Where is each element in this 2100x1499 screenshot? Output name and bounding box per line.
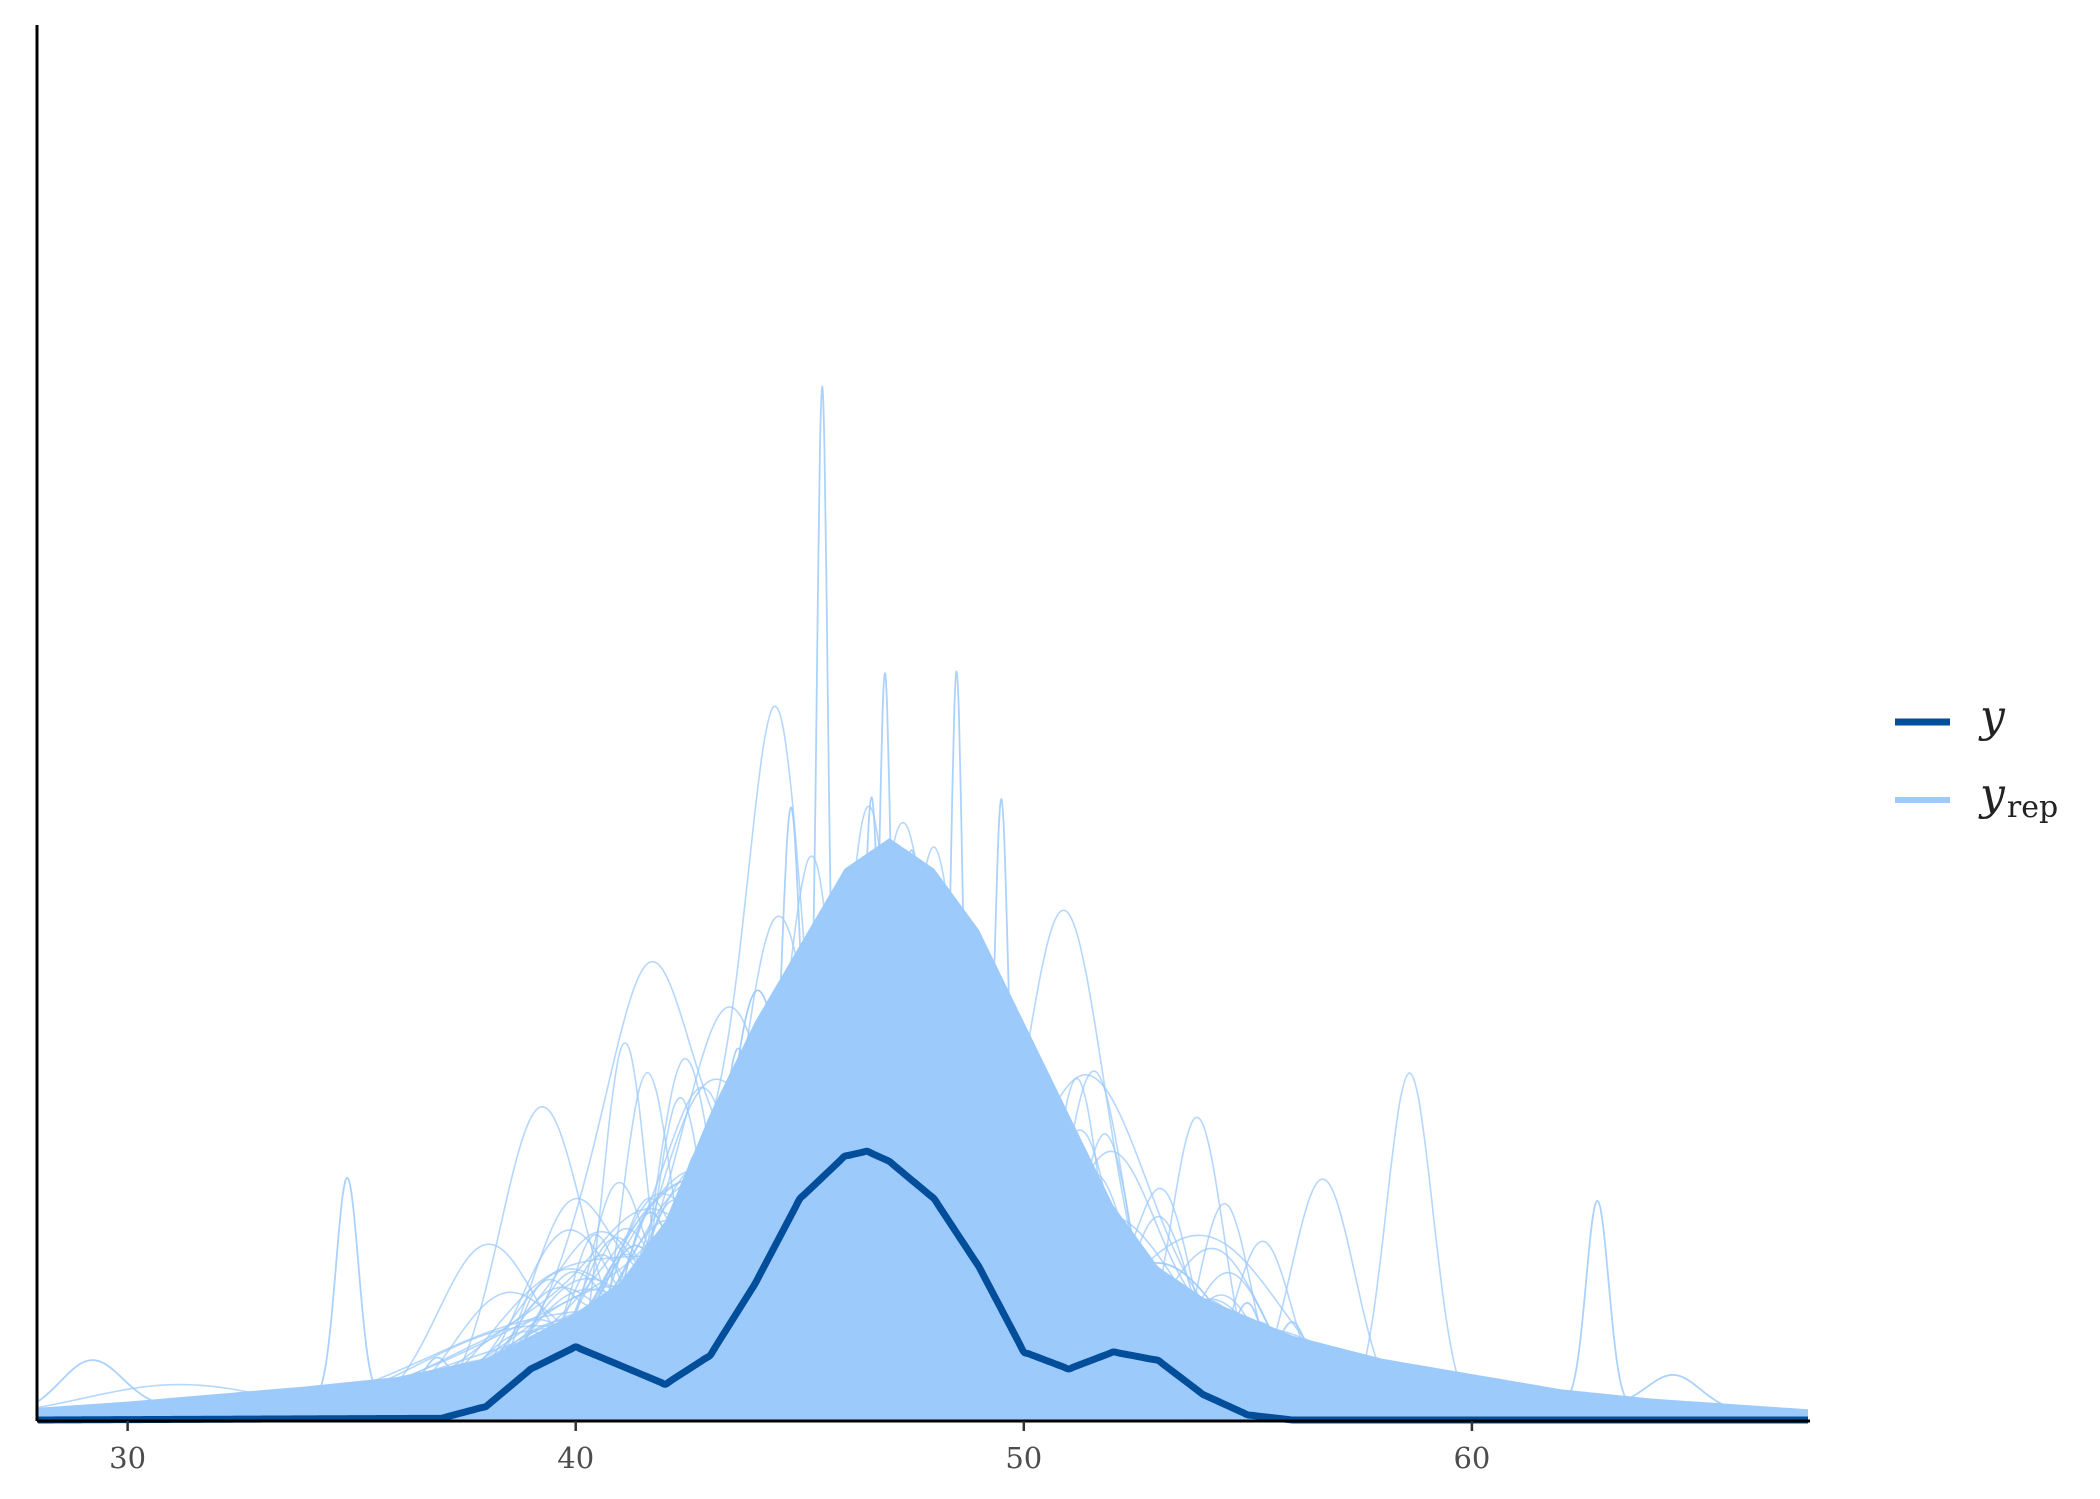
- x-axis-ticks: 30 40 50 60: [109, 1421, 1490, 1475]
- yrep-draws: [38, 386, 1808, 1420]
- plot-area: [38, 386, 1808, 1420]
- x-tick-label: 30: [109, 1441, 146, 1475]
- x-tick-label: 60: [1453, 1441, 1490, 1475]
- legend-label-subscript: rep: [2007, 790, 2058, 825]
- x-tick-label: 50: [1005, 1441, 1042, 1475]
- legend: y yrep: [1895, 691, 2058, 825]
- x-tick-label: 40: [557, 1441, 594, 1475]
- legend-label: yrep: [1978, 769, 2058, 825]
- legend-label: y: [1978, 691, 2006, 742]
